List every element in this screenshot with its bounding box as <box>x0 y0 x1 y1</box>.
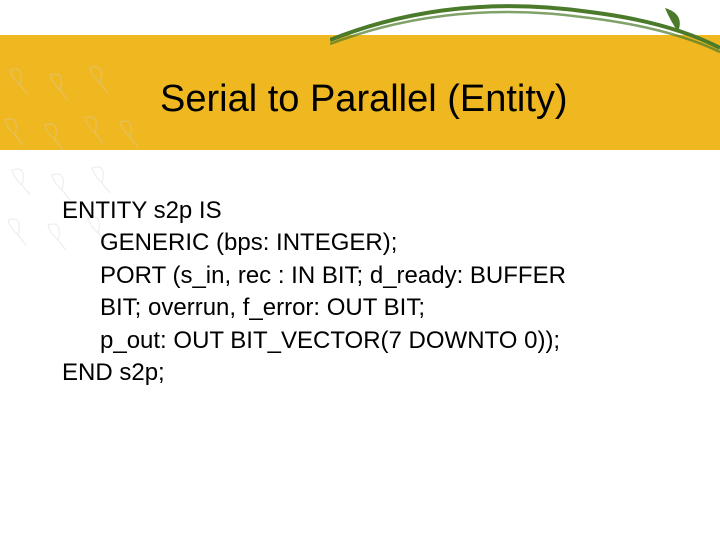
code-line-3: PORT (s_in, rec : IN BIT; d_ready: BUFFE… <box>62 260 682 292</box>
code-line-5: p_out: OUT BIT_VECTOR(7 DOWNTO 0)); <box>62 325 682 357</box>
slide-title: Serial to Parallel (Entity) <box>160 78 568 121</box>
code-line-6: END s2p; <box>62 357 682 389</box>
swoosh-decoration <box>330 0 720 60</box>
code-line-1: ENTITY s2p IS <box>62 195 682 227</box>
code-line-2: GENERIC (bps: INTEGER); <box>62 227 682 259</box>
code-line-4: BIT; overrun, f_error: OUT BIT; <box>62 292 682 324</box>
slide-body: ENTITY s2p IS GENERIC (bps: INTEGER); PO… <box>62 195 682 389</box>
